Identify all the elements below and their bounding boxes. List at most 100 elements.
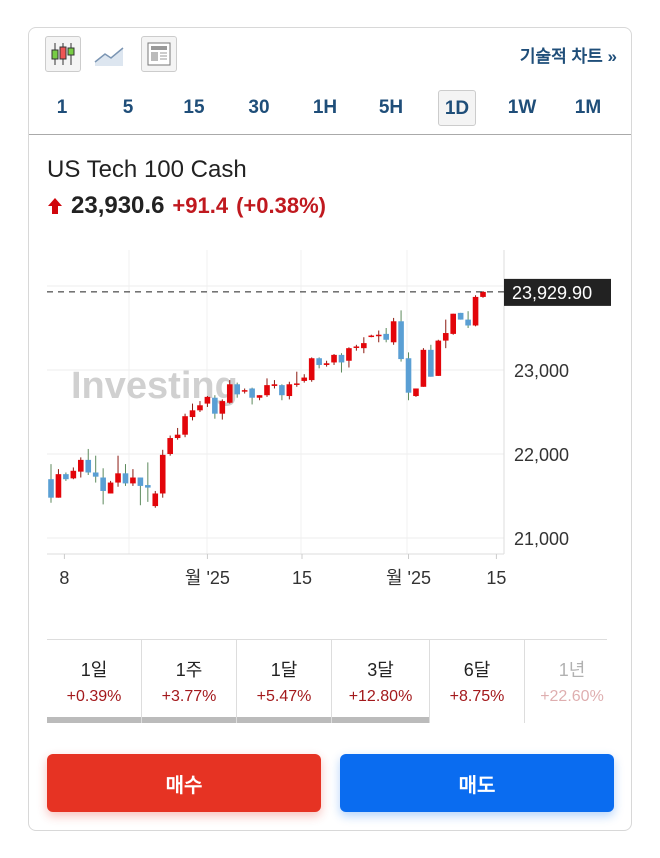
area-chart-icon[interactable] <box>93 40 125 68</box>
candle <box>286 384 293 397</box>
perf-bar <box>237 717 331 723</box>
candle <box>48 479 54 498</box>
last-price-tag <box>504 278 611 306</box>
interval-5h[interactable]: 5H <box>378 97 404 118</box>
perf-value: +3.77% <box>161 688 217 705</box>
candle <box>472 296 479 326</box>
candle <box>383 333 389 340</box>
candle <box>375 334 382 337</box>
candle <box>271 384 278 386</box>
perf-value: +12.80% <box>348 688 413 705</box>
perf-value: +0.39% <box>66 688 122 705</box>
interval-1d[interactable]: 1D <box>438 90 476 126</box>
candle <box>174 434 181 439</box>
candle <box>293 383 300 385</box>
perf-bar <box>142 717 236 723</box>
sell-button[interactable]: 매도 <box>340 754 614 812</box>
candle <box>226 384 233 403</box>
candle <box>77 459 84 472</box>
perf-label: 1년 <box>558 660 586 680</box>
candle <box>234 384 241 395</box>
candle <box>398 321 404 360</box>
candle <box>279 385 285 396</box>
perf-tab-6m[interactable]: 6달 +8.75% <box>430 640 525 723</box>
candle <box>167 438 173 454</box>
perf-label: 1주 <box>175 660 203 680</box>
perf-tab-1y[interactable]: 1년 +22.60% <box>525 640 607 723</box>
candle <box>413 388 419 397</box>
candle <box>100 477 106 491</box>
x-tick-label: 8 <box>59 568 69 588</box>
buy-button[interactable]: 매수 <box>47 754 321 812</box>
candle <box>70 470 77 479</box>
interval-1h[interactable]: 1H <box>312 97 338 118</box>
candle <box>420 349 427 387</box>
price-row: 23,930.6 +91.4 (+0.38%) <box>47 192 326 220</box>
candle <box>331 354 337 363</box>
technical-chart-link[interactable]: 기술적 차트 » <box>519 47 617 66</box>
interval-5[interactable]: 5 <box>122 97 134 118</box>
perf-value: +5.47% <box>256 688 312 705</box>
interval-1[interactable]: 1 <box>56 97 68 118</box>
candle <box>301 377 308 381</box>
candle <box>346 348 352 361</box>
perf-tab-3m[interactable]: 3달 +12.80% <box>332 640 430 723</box>
candle <box>308 358 315 381</box>
candle <box>85 459 92 473</box>
candle <box>256 395 263 398</box>
last-price-label: 23,929.90 <box>512 283 592 303</box>
interval-30[interactable]: 30 <box>248 97 270 118</box>
candle <box>457 312 464 320</box>
candle <box>323 363 330 365</box>
perf-label: 1일 <box>80 660 108 680</box>
candle <box>130 477 136 484</box>
x-tick-label: 월 '25 <box>185 568 230 588</box>
candle <box>92 472 99 477</box>
price-change-percent: (+0.38%) <box>236 193 326 218</box>
candle <box>212 397 218 414</box>
candle <box>219 401 226 414</box>
candle <box>241 390 248 392</box>
interval-15[interactable]: 15 <box>183 97 205 118</box>
perf-bar <box>47 717 141 723</box>
y-tick-label: 21,000 <box>514 529 569 549</box>
candle <box>435 340 442 376</box>
candle <box>63 474 69 480</box>
news-layout-icon[interactable] <box>141 36 177 72</box>
candle <box>368 335 375 338</box>
candle <box>137 477 144 486</box>
candle <box>405 358 412 393</box>
divider <box>29 134 631 135</box>
candle <box>428 349 434 377</box>
x-tick-label: 15 <box>486 568 506 588</box>
interval-1w[interactable]: 1W <box>507 97 537 118</box>
arrow-up-icon <box>48 198 62 214</box>
candle <box>390 321 397 343</box>
candle <box>107 482 114 494</box>
perf-value: +8.75% <box>449 688 505 705</box>
perf-label: 1달 <box>270 660 298 680</box>
candle <box>115 473 121 483</box>
candle <box>465 319 471 326</box>
candle <box>316 358 322 365</box>
interval-1m[interactable]: 1M <box>574 97 602 118</box>
candle <box>189 410 196 418</box>
perf-tab-1w[interactable]: 1주 +3.77% <box>142 640 237 723</box>
candle <box>442 333 449 341</box>
candlestick-icon[interactable] <box>45 36 81 72</box>
candle <box>152 493 159 507</box>
candle <box>204 396 211 404</box>
perf-tab-1d[interactable]: 1일 +0.39% <box>47 640 142 723</box>
price-change: +91.4 <box>172 193 229 218</box>
y-tick-label: 22,000 <box>514 445 569 465</box>
candle <box>159 454 166 494</box>
perf-bar <box>332 717 429 723</box>
candle <box>55 474 62 498</box>
last-price: 23,930.6 <box>71 192 165 219</box>
x-tick-label: 월 '25 <box>386 568 431 588</box>
perf-tab-1m[interactable]: 1달 +5.47% <box>237 640 332 723</box>
y-tick-label: 23,000 <box>514 361 569 381</box>
candle <box>249 388 255 398</box>
candle <box>197 405 203 411</box>
